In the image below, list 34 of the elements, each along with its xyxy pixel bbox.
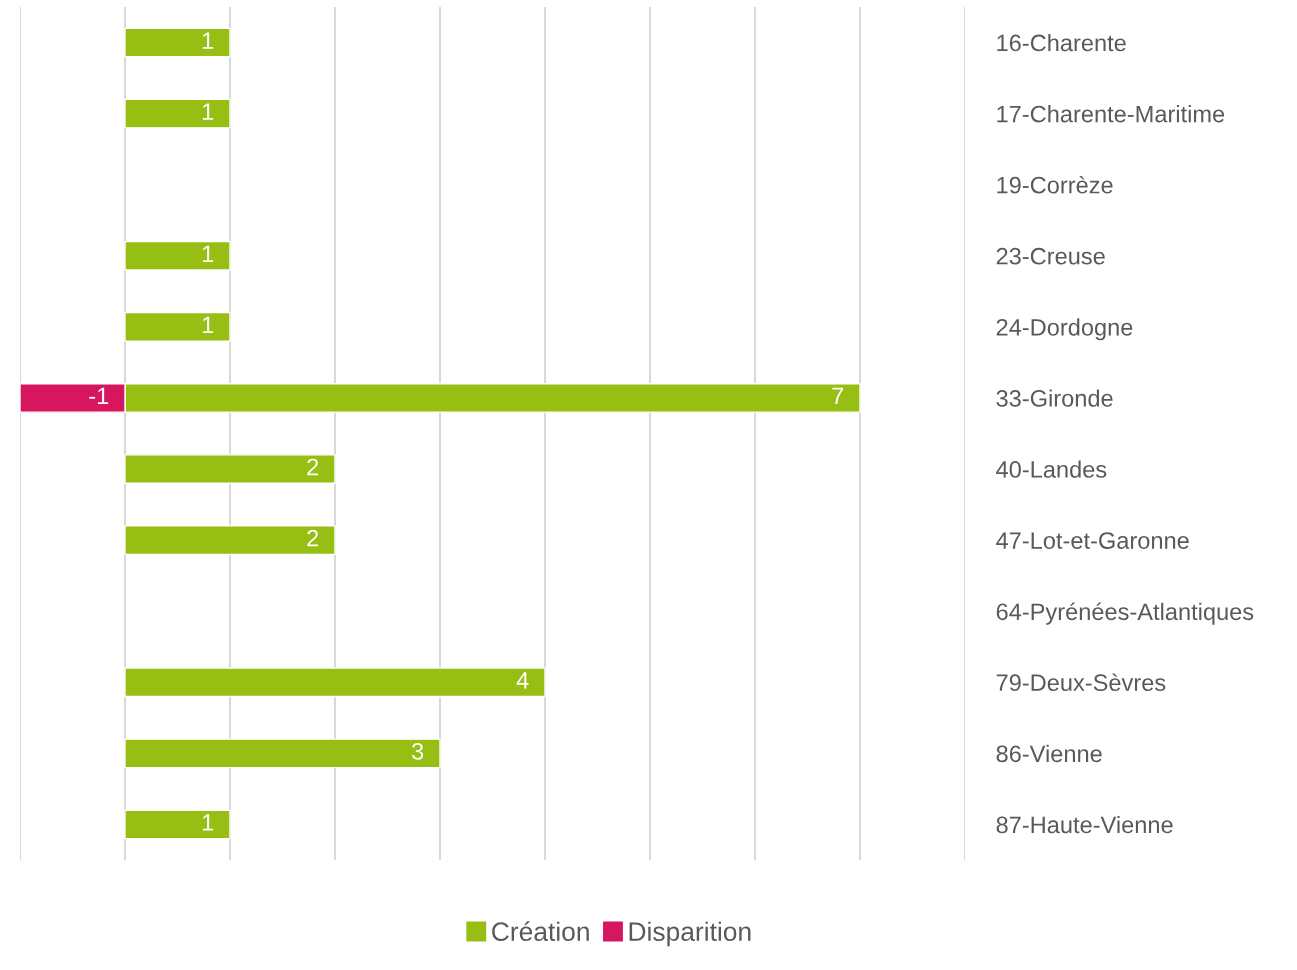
y-tick-label: 24-Dordogne: [996, 318, 1133, 341]
bar: [124, 525, 336, 556]
y-tick-label: 40-Landes: [996, 460, 1107, 478]
data-label: -1: [89, 387, 109, 405]
data-label: 2: [307, 458, 319, 476]
data-label: 1: [202, 245, 214, 262]
data-label: 1: [202, 316, 214, 333]
y-tick-label: 23-Creuse: [996, 247, 1105, 265]
bar: [124, 454, 336, 484]
data-label: 3: [412, 742, 424, 760]
bar: [124, 809, 231, 840]
y-tick-label: 33-Gironde: [996, 389, 1113, 407]
y-tick-label: 64-Pyrénées-Atlantiques: [996, 602, 1254, 625]
y-tick-label: 79-Deux-Sèvres: [996, 673, 1166, 692]
bar: [124, 311, 231, 342]
data-label: 2: [307, 529, 319, 547]
y-tick-label: 47-Lot-et-Garonne: [996, 532, 1189, 549]
legend-label: Création: [492, 921, 589, 942]
bar: [124, 738, 441, 769]
y-tick-label: 19-Corrèze: [997, 175, 1113, 194]
data-label: 1: [202, 814, 214, 831]
data-label: 1: [202, 32, 214, 49]
data-label: 1: [202, 103, 214, 120]
bar: [124, 240, 231, 271]
data-label: 4: [516, 672, 529, 689]
bar: [124, 667, 546, 698]
bar: [124, 27, 231, 58]
bar: [124, 98, 231, 129]
y-tick-label: 16-Charente: [997, 33, 1126, 52]
y-tick-label: 86-Vienne: [996, 744, 1102, 763]
data-label: 7: [832, 387, 844, 405]
legend-label: Disparition: [629, 921, 751, 947]
y-tick-label: 87-Haute-Vienne: [996, 815, 1173, 834]
y-tick-label: 17-Charente-Maritime: [997, 105, 1225, 123]
